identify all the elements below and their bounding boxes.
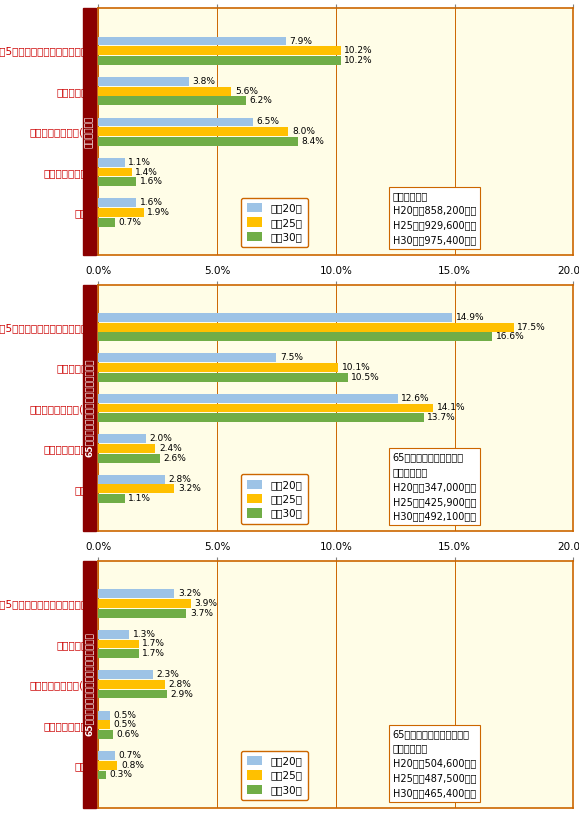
Text: 1.7%: 1.7%	[142, 640, 166, 649]
Text: 65歳以上の高齢者がいる持家居住世帯: 65歳以上の高齢者がいる持家居住世帯	[85, 359, 94, 457]
Text: 7.9%: 7.9%	[290, 37, 313, 46]
Bar	[98, 650, 139, 658]
Text: 2.8%: 2.8%	[168, 680, 191, 689]
Text: 14.1%: 14.1%	[437, 403, 466, 413]
Bar	[98, 494, 124, 503]
Text: 2.3%: 2.3%	[156, 670, 179, 679]
Bar	[98, 609, 186, 618]
Text: 16.6%: 16.6%	[496, 332, 525, 341]
Bar	[98, 55, 340, 64]
Text: 1.1%: 1.1%	[128, 494, 151, 503]
Bar	[98, 37, 286, 46]
Text: 10.1%: 10.1%	[342, 363, 371, 372]
Bar	[98, 77, 189, 86]
Bar	[98, 761, 118, 769]
Bar	[98, 167, 131, 176]
Text: 1.6%: 1.6%	[140, 198, 163, 207]
Text: 3.7%: 3.7%	[190, 609, 213, 618]
Bar	[98, 332, 493, 341]
Bar	[98, 630, 129, 639]
Text: 3.2%: 3.2%	[178, 485, 201, 494]
Text: 14.9%: 14.9%	[456, 313, 484, 322]
Text: 7.5%: 7.5%	[280, 353, 303, 362]
Text: 1.1%: 1.1%	[128, 158, 151, 167]
Bar	[98, 363, 338, 372]
Bar	[98, 599, 191, 608]
Bar	[98, 208, 144, 217]
Text: 3.8%: 3.8%	[192, 77, 215, 86]
Text: 2.0%: 2.0%	[149, 434, 173, 443]
Bar	[98, 770, 105, 779]
Text: 8.4%: 8.4%	[302, 137, 324, 146]
Text: 6.2%: 6.2%	[249, 96, 272, 105]
Bar	[98, 313, 452, 322]
Text: 0.7%: 0.7%	[119, 752, 142, 761]
Text: 2.4%: 2.4%	[159, 444, 182, 453]
Bar	[98, 434, 146, 443]
Bar	[98, 690, 167, 698]
Bar	[98, 177, 137, 186]
Text: 2.8%: 2.8%	[168, 475, 191, 484]
Text: 13.7%: 13.7%	[427, 413, 456, 422]
Text: 0.3%: 0.3%	[109, 770, 132, 779]
Text: 5.6%: 5.6%	[235, 86, 258, 95]
Bar	[98, 671, 153, 679]
Text: 12.6%: 12.6%	[401, 394, 430, 403]
Bar	[98, 475, 165, 484]
Text: 1.6%: 1.6%	[140, 177, 163, 186]
Text: 1.9%: 1.9%	[147, 208, 170, 217]
Bar	[98, 413, 424, 422]
Bar	[98, 404, 433, 412]
Text: 2.6%: 2.6%	[164, 454, 186, 463]
Text: 10.5%: 10.5%	[351, 373, 380, 382]
Text: 2.9%: 2.9%	[171, 690, 194, 698]
Bar	[98, 711, 110, 720]
Text: 1.7%: 1.7%	[142, 649, 166, 658]
Text: 0.6%: 0.6%	[116, 730, 139, 739]
Text: 65歳以上の高齢者はいない持家居住世帯: 65歳以上の高齢者はいない持家居住世帯	[85, 632, 94, 736]
Text: 65歳以上の高齢者がいる
持家居住世帯
H20年　347,000世帯
H25年　425,900世帯
H30年　492,100世帯: 65歳以上の高齢者がいる 持家居住世帯 H20年 347,000世帯 H25年 …	[393, 452, 477, 521]
Bar	[98, 721, 110, 730]
Text: 65歳以上の高齢者はいない
持家居住世帯
H20年　504,600世帯
H25年　487,500世帯
H30年　465,400世帯: 65歳以上の高齢者はいない 持家居住世帯 H20年 504,600世帯 H25年…	[393, 729, 477, 798]
Bar	[98, 96, 245, 105]
Text: 10.2%: 10.2%	[344, 47, 373, 55]
Text: 0.5%: 0.5%	[114, 711, 137, 720]
Bar	[98, 454, 160, 463]
Text: 0.7%: 0.7%	[119, 218, 142, 227]
Text: 6.5%: 6.5%	[256, 118, 279, 126]
Text: 0.5%: 0.5%	[114, 721, 137, 730]
Bar	[98, 158, 124, 166]
Text: 持家居住世帯: 持家居住世帯	[85, 115, 94, 148]
Bar	[98, 752, 115, 761]
Bar	[98, 218, 115, 227]
Bar	[98, 680, 165, 689]
Text: 3.2%: 3.2%	[178, 589, 201, 598]
Bar	[98, 118, 253, 126]
Text: 10.2%: 10.2%	[344, 55, 373, 64]
Bar	[98, 86, 232, 95]
Bar	[98, 353, 277, 362]
Bar	[98, 444, 155, 453]
Text: 0.8%: 0.8%	[121, 761, 144, 769]
Text: 8.0%: 8.0%	[292, 127, 315, 136]
Legend: 平成20年, 平成25年, 平成30年: 平成20年, 平成25年, 平成30年	[241, 751, 307, 800]
Text: 17.5%: 17.5%	[518, 322, 546, 331]
Bar	[98, 485, 174, 494]
Text: 1.4%: 1.4%	[135, 167, 158, 176]
Bar	[98, 198, 137, 207]
Legend: 平成20年, 平成25年, 平成30年: 平成20年, 平成25年, 平成30年	[241, 197, 307, 247]
Bar	[98, 373, 347, 382]
Legend: 平成20年, 平成25年, 平成30年: 平成20年, 平成25年, 平成30年	[241, 474, 307, 524]
Bar	[98, 47, 340, 55]
Text: 3.9%: 3.9%	[195, 599, 218, 608]
Bar	[98, 640, 139, 649]
Text: 持家居住世帯
H20年　858,200世帯
H25年　929,600世帯
H30年　975,400世帯: 持家居住世帯 H20年 858,200世帯 H25年 929,600世帯 H30…	[393, 191, 476, 245]
Text: 1.3%: 1.3%	[133, 630, 156, 639]
Bar	[98, 394, 398, 403]
Bar	[98, 137, 298, 145]
Bar	[98, 589, 174, 598]
Bar	[98, 322, 514, 331]
Bar	[98, 127, 288, 136]
Bar	[98, 730, 113, 739]
